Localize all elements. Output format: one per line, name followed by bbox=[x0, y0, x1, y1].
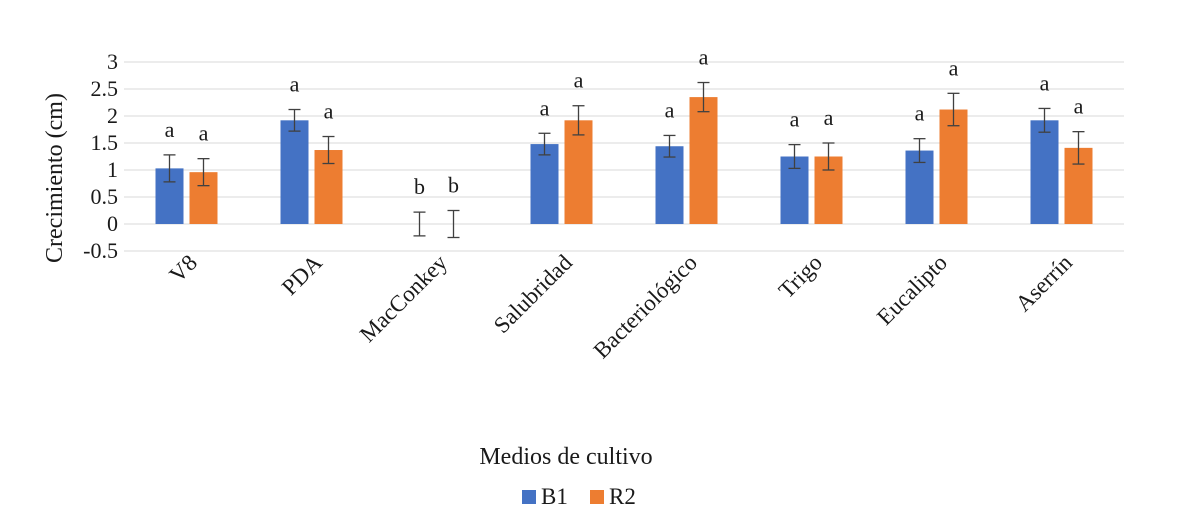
bar-r2 bbox=[564, 120, 593, 224]
error-bar bbox=[913, 138, 926, 164]
error-bar bbox=[197, 158, 210, 187]
y-tick-label: -0.5 bbox=[83, 238, 118, 263]
error-bar bbox=[413, 211, 426, 237]
significance-letter: a bbox=[665, 97, 675, 122]
significance-letter: a bbox=[199, 121, 209, 146]
error-bar bbox=[788, 143, 801, 170]
legend-item-r2: R2 bbox=[590, 484, 636, 509]
x-category-label: Trigo bbox=[774, 250, 827, 303]
significance-letter: a bbox=[324, 99, 334, 124]
y-axis-ticks: 32.521.510.50-0.5 bbox=[83, 49, 118, 263]
error-bar bbox=[822, 142, 835, 171]
x-category-label: Aserrín bbox=[1011, 250, 1078, 317]
significance-letter: a bbox=[790, 107, 800, 132]
significance-letter: a bbox=[165, 117, 175, 142]
y-tick-label: 0 bbox=[107, 211, 118, 236]
bar-b1 bbox=[530, 144, 559, 224]
significance-letter: a bbox=[1040, 70, 1050, 95]
error-bar bbox=[1038, 107, 1051, 133]
y-axis-title: Crecimiento (cm) bbox=[42, 93, 68, 263]
significance-letter: b bbox=[414, 174, 425, 199]
significance-letter: a bbox=[824, 105, 834, 130]
significance-letter: a bbox=[290, 72, 300, 97]
error-bar bbox=[663, 134, 676, 158]
error-bar bbox=[697, 81, 710, 113]
legend-item-b1: B1 bbox=[522, 484, 568, 509]
x-category-label: Salubridad bbox=[489, 250, 577, 338]
legend: B1 R2 bbox=[522, 484, 636, 509]
significance-letter: a bbox=[949, 55, 959, 80]
legend-swatch bbox=[522, 490, 536, 504]
x-category-label: PDA bbox=[277, 250, 327, 300]
error-bar bbox=[538, 132, 551, 156]
error-bar bbox=[447, 209, 460, 239]
significance-letter: a bbox=[699, 45, 709, 70]
y-tick-label: 2 bbox=[107, 103, 118, 128]
bar-b1 bbox=[655, 146, 684, 224]
legend-label: B1 bbox=[541, 484, 568, 509]
error-bars bbox=[163, 81, 1085, 239]
x-category-label: Eucalipto bbox=[872, 250, 952, 330]
significance-letter: a bbox=[574, 68, 584, 93]
y-tick-label: 0.5 bbox=[91, 184, 119, 209]
legend-swatch bbox=[590, 490, 604, 504]
error-bar bbox=[572, 105, 585, 136]
significance-letter: a bbox=[540, 95, 550, 120]
y-tick-label: 1 bbox=[107, 157, 118, 182]
bars bbox=[155, 97, 1093, 224]
y-tick-label: 1.5 bbox=[91, 130, 119, 155]
legend-label: R2 bbox=[609, 484, 636, 509]
x-axis-title: Medios de cultivo bbox=[479, 444, 652, 470]
bar-r2 bbox=[939, 109, 968, 224]
error-bar bbox=[322, 135, 335, 165]
error-bar bbox=[288, 108, 301, 132]
x-category-label: Bacteriológico bbox=[589, 250, 702, 363]
significance-letter: a bbox=[915, 101, 925, 126]
x-axis-categories: V8 PDA MacConkey Salubridad Bacteriológico Tr… bbox=[164, 250, 1077, 364]
bar-b1 bbox=[1030, 120, 1059, 224]
error-bar bbox=[163, 154, 176, 183]
error-bar bbox=[1072, 131, 1085, 165]
x-category-label: MacConkey bbox=[355, 250, 453, 348]
significance-letter: b bbox=[448, 173, 459, 198]
bar-r2 bbox=[689, 97, 718, 224]
significance-letter: a bbox=[1074, 94, 1084, 119]
bar-b1 bbox=[280, 120, 309, 224]
x-category-label: V8 bbox=[164, 250, 202, 288]
y-tick-label: 2.5 bbox=[91, 76, 119, 101]
error-bar bbox=[947, 92, 960, 127]
grid-lines bbox=[124, 61, 1124, 252]
y-tick-label: 3 bbox=[107, 49, 118, 74]
